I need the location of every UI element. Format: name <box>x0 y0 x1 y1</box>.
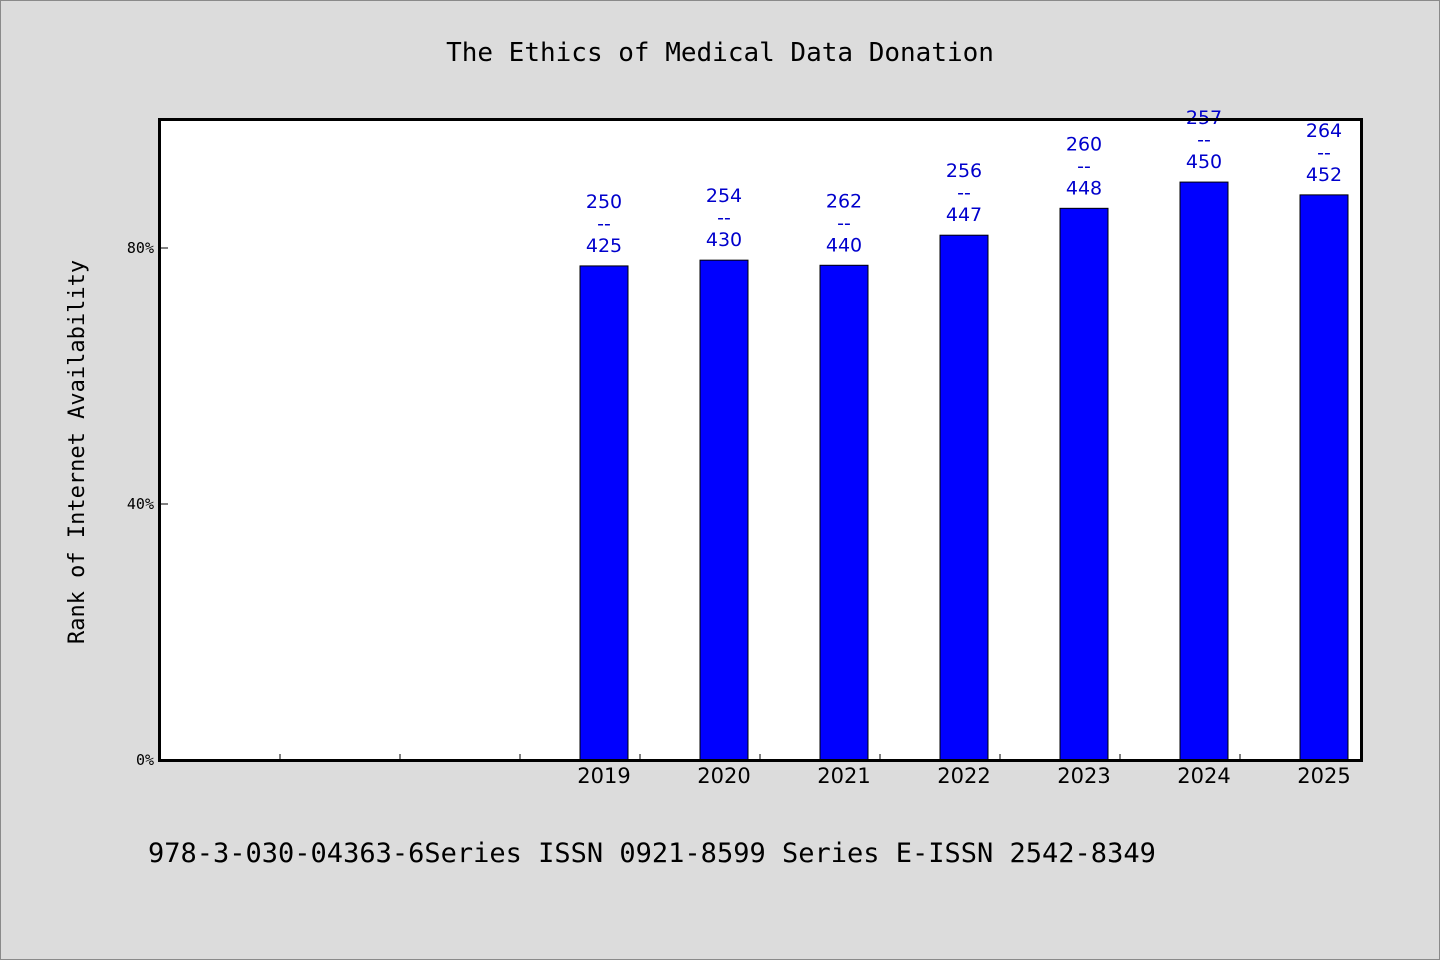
y-axis-label: Rank of Internet Availability <box>65 260 90 644</box>
data-label-2025: 452 <box>1306 164 1342 186</box>
data-label-2022: 256 <box>946 160 982 182</box>
data-label-2022: 447 <box>946 204 982 226</box>
bar-2024 <box>1179 181 1229 761</box>
bar-2022 <box>939 234 989 761</box>
data-label-2023: 260 <box>1066 133 1102 155</box>
y-axis: 0% 40% 80% <box>127 239 168 769</box>
data-label-2019: 250 <box>586 191 622 213</box>
data-label-2022: -- <box>957 182 971 204</box>
y-tick-label: 40% <box>127 495 154 513</box>
bar-2021 <box>819 264 869 761</box>
x-tick-label-2025: 2025 <box>1297 764 1350 788</box>
data-label-2019: 425 <box>586 235 622 257</box>
footer-isbn-issn: 978-3-030-04363-6Series ISSN 0921-8599 S… <box>148 838 1156 869</box>
x-tick-label-2022: 2022 <box>937 764 990 788</box>
data-label-2025: 264 <box>1306 120 1342 142</box>
data-labels-layer: 250--425254--430262--440256--447260--448… <box>586 107 1342 257</box>
chart-title: The Ethics of Medical Data Donation <box>446 38 994 68</box>
x-tick-label-2021: 2021 <box>817 764 870 788</box>
data-label-2020: 254 <box>706 185 742 207</box>
data-label-2025: -- <box>1317 142 1331 164</box>
data-label-2019: -- <box>597 213 611 235</box>
bars-layer <box>579 181 1349 761</box>
data-label-2021: -- <box>837 212 851 234</box>
data-label-2023: -- <box>1077 155 1091 177</box>
y-tick-label: 0% <box>136 751 154 769</box>
bar-2025 <box>1299 194 1349 761</box>
x-tick-label-2019: 2019 <box>577 764 630 788</box>
plot-area <box>159 119 1362 761</box>
data-label-2020: -- <box>717 207 731 229</box>
data-label-2024: -- <box>1197 129 1211 151</box>
bar-2023 <box>1059 207 1109 761</box>
plot-border <box>158 118 1363 762</box>
data-label-2020: 430 <box>706 229 742 251</box>
bar-2020 <box>699 259 749 761</box>
data-label-2023: 448 <box>1066 177 1102 199</box>
data-label-2021: 440 <box>826 234 862 256</box>
x-tick-label-2020: 2020 <box>697 764 750 788</box>
y-tick-label: 80% <box>127 239 154 257</box>
data-label-2024: 450 <box>1186 151 1222 173</box>
x-tick-label-2023: 2023 <box>1057 764 1110 788</box>
x-tick-label-2024: 2024 <box>1177 764 1230 788</box>
x-axis: 2019 2020 2021 2022 2023 2024 2025 <box>279 754 1351 788</box>
bar-2019 <box>579 265 629 761</box>
data-label-2021: 262 <box>826 190 862 212</box>
